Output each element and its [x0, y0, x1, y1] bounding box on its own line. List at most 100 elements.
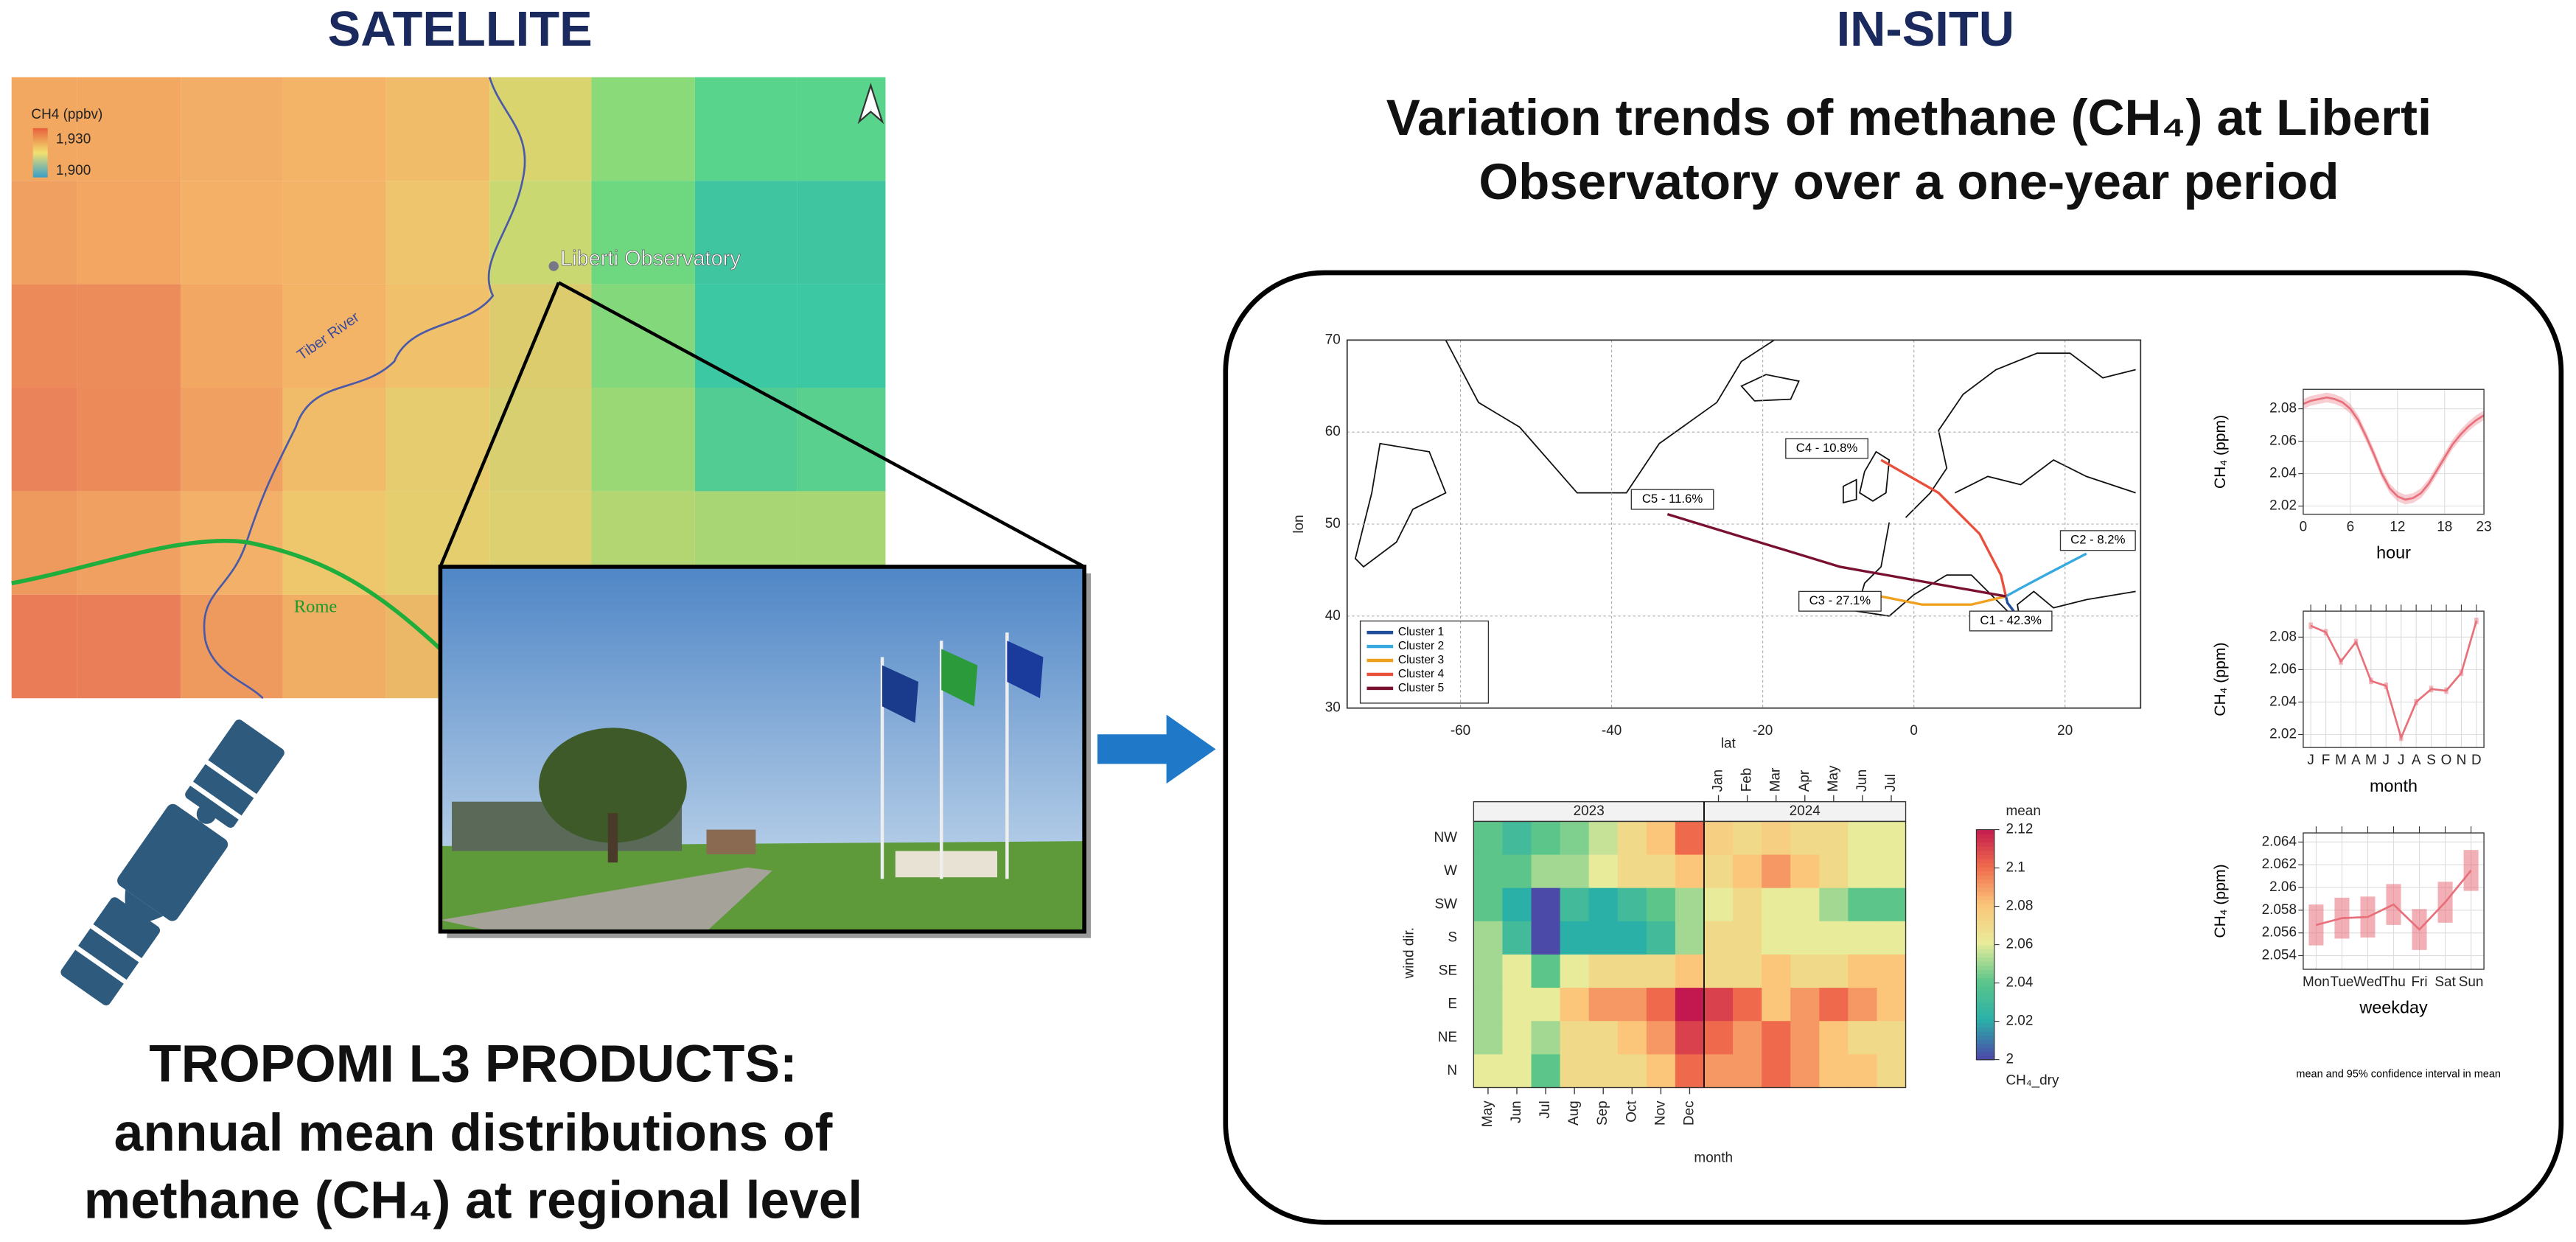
- map-cell: [181, 77, 283, 181]
- heading: IN-SITU: [1837, 1, 2014, 57]
- heat-cell: [1675, 988, 1705, 1022]
- x-tick-label: 18: [2437, 519, 2452, 534]
- trajectory: [1872, 593, 2006, 606]
- x-tick-label: May: [1826, 765, 1841, 792]
- x-tick-label: May: [1480, 1100, 1495, 1127]
- y-tick-label: 2.08: [2269, 401, 2297, 416]
- x-tick-label: A: [2351, 753, 2361, 768]
- x-tick-label: Dec: [1681, 1100, 1697, 1126]
- heat-cell: [1762, 1021, 1791, 1056]
- colorbar-step: [1976, 899, 1994, 904]
- photo-trunk: [607, 813, 618, 863]
- colorbar-step: [1976, 837, 1994, 843]
- map-cell: [282, 181, 386, 285]
- year-label: 2024: [1790, 803, 1821, 819]
- heat-cell: [1531, 921, 1561, 955]
- colorbar-step: [1976, 998, 1994, 1003]
- y-tick-label: W: [1444, 863, 1457, 879]
- river: [203, 77, 526, 700]
- heat-cell: [1560, 921, 1590, 955]
- x-tick-label: Tue: [2330, 974, 2353, 990]
- trajectory: [1880, 458, 2008, 597]
- heat-cell: [1703, 887, 1734, 922]
- x-tick-label: J: [2307, 753, 2314, 768]
- colorbar-step: [1976, 1030, 1994, 1036]
- heat-cell: [1703, 988, 1734, 1022]
- x-tick-label: F: [2322, 753, 2331, 768]
- heat-cell: [1502, 1021, 1532, 1056]
- mean-line: [2310, 620, 2478, 741]
- heat-cell: [1877, 954, 1907, 988]
- colorbar-step: [1976, 895, 1994, 901]
- year-label: 2023: [1574, 803, 1605, 819]
- cluster-label-box: [2059, 530, 2136, 551]
- heat-cell: [1560, 854, 1590, 889]
- x-tick-label: Feb: [1739, 768, 1755, 792]
- heat-cell: [1762, 821, 1791, 856]
- y-tick-label: 2.064: [2262, 834, 2297, 849]
- plot-frame: [1346, 339, 2142, 709]
- arrow: [1097, 714, 1216, 784]
- y-tick-label: 30: [1325, 700, 1341, 716]
- heat-cell: [1646, 954, 1676, 988]
- legend-frame: [1359, 620, 1490, 704]
- heat-cell: [1848, 921, 1878, 955]
- heat-cell: [1531, 854, 1561, 889]
- heat-cell: [1733, 821, 1762, 856]
- colorbar-step: [1976, 879, 1994, 884]
- colorbar-label: 2.1: [2006, 860, 2025, 876]
- y-tick-label: 2.06: [2269, 433, 2297, 449]
- heat-cell: [1588, 821, 1619, 856]
- colorbar-step: [1976, 1014, 1994, 1019]
- map-cell: [489, 181, 592, 285]
- heat-cell: [1762, 854, 1791, 889]
- heat-cell: [1819, 887, 1849, 922]
- x-tick-label: Jul: [1883, 774, 1899, 792]
- colorbar-label: 2.06: [2006, 937, 2034, 952]
- map-cell: [591, 77, 695, 181]
- heat-cell: [1733, 921, 1762, 955]
- caption-line: annual mean distributions of: [114, 1103, 833, 1162]
- y-tick-label: 2.02: [2269, 498, 2297, 514]
- colorbar-step: [1976, 949, 1994, 954]
- heat-cell: [1733, 887, 1762, 922]
- y-tick-label: 2.04: [2269, 466, 2297, 481]
- map-cell: [11, 181, 77, 285]
- heat-cell: [1617, 921, 1647, 955]
- caption-line: TROPOMI L3 PRODUCTS:: [149, 1035, 797, 1094]
- x-tick-label: J: [2383, 753, 2390, 768]
- heat-cell: [1646, 854, 1676, 889]
- map-cell: [694, 181, 797, 285]
- plot-frame: [2303, 832, 2485, 970]
- y-tick-label: 50: [1325, 516, 1341, 531]
- x-tick-label: 0: [1910, 723, 1918, 739]
- y-tick-label: SW: [1435, 896, 1458, 912]
- photo-frame: [438, 565, 1086, 934]
- colorbar-step: [1976, 977, 1994, 983]
- heat-cell: [1560, 887, 1590, 922]
- legend-label: 1,930: [56, 131, 91, 147]
- panel-frame: [1223, 270, 2564, 1225]
- x-tick-label: M: [2365, 753, 2377, 768]
- colorbar-step: [1976, 994, 1994, 999]
- map-cell: [591, 181, 695, 285]
- colorbar-step: [1976, 932, 1994, 938]
- colorbar-step: [1976, 924, 1994, 929]
- road: [11, 538, 442, 651]
- x-tick-label: S: [2426, 753, 2436, 768]
- x-tick-label: Nov: [1652, 1100, 1668, 1126]
- heat-cell: [1473, 821, 1504, 856]
- colorbar-step: [1976, 1006, 1994, 1011]
- colorbar-footer: CH₄_dry: [2006, 1073, 2059, 1089]
- colorbar-step: [1976, 965, 1994, 970]
- x-axis-label: hour: [2376, 542, 2411, 562]
- heat-cell: [1473, 921, 1504, 955]
- colorbar-step: [1976, 989, 1994, 995]
- heat-cell: [1502, 821, 1532, 856]
- x-tick-label: A: [2412, 753, 2421, 768]
- heat-cell: [1560, 821, 1590, 856]
- map-cell: [489, 388, 592, 492]
- colorbar-step: [1976, 1056, 1994, 1061]
- heat-cell: [1790, 887, 1820, 922]
